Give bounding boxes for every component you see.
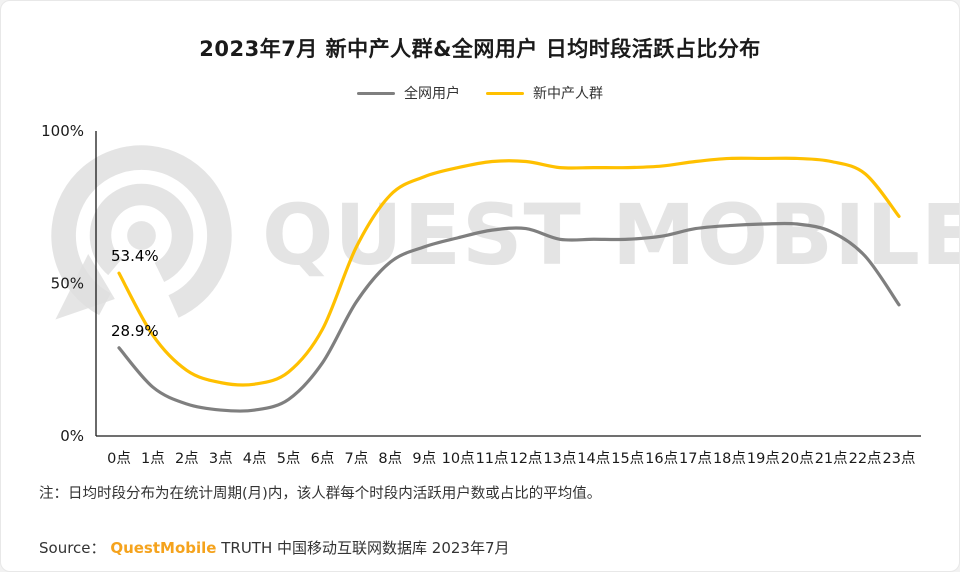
data-label: 53.4% bbox=[111, 247, 159, 265]
legend-label: 全网用户 bbox=[404, 86, 460, 102]
source-brand: QuestMobile bbox=[110, 539, 217, 557]
series-line-全网用户 bbox=[117, 221, 901, 413]
x-tick-label: 3点 bbox=[209, 450, 233, 467]
x-tick-label: 7点 bbox=[345, 450, 369, 467]
x-tick-label: 8点 bbox=[378, 450, 402, 467]
x-tick-label: 21点 bbox=[815, 450, 848, 467]
line-chart: 0% 50% 100% 0点 1点 2点 3点 4点 5点 6点 7点 8点 9点 10点 11点 12点 13… bbox=[41, 122, 921, 467]
legend-swatch-gray bbox=[357, 91, 395, 95]
x-tick-label: 0点 bbox=[107, 450, 131, 467]
x-tick-label: 13点 bbox=[543, 450, 576, 467]
source-line: Source： QuestMobile TRUTH 中国移动互联网数据库 202… bbox=[39, 537, 510, 558]
x-tick-label: 4点 bbox=[243, 450, 267, 467]
data-label: 28.9% bbox=[111, 322, 159, 340]
x-tick-label: 5点 bbox=[277, 450, 301, 467]
chart-title: 2023年7月 新中产人群&全网用户 日均时段活跃占比分布 bbox=[199, 37, 761, 61]
legend-swatch-yellow bbox=[486, 91, 524, 95]
x-tick-label: 23点 bbox=[883, 450, 916, 467]
x-tick-label: 22点 bbox=[849, 450, 882, 467]
y-tick-label: 0% bbox=[60, 427, 84, 445]
x-tick-label: 19点 bbox=[747, 450, 780, 467]
legend-item-new-middle-class: 新中产人群 bbox=[486, 83, 603, 103]
x-tick-label: 20点 bbox=[781, 450, 814, 467]
series-line-新中产人群 bbox=[117, 156, 901, 387]
chart-legend: 全网用户 新中产人群 bbox=[1, 83, 959, 103]
x-tick-label: 2点 bbox=[175, 450, 199, 467]
x-tick-label: 9点 bbox=[412, 450, 436, 467]
x-tick-label: 12点 bbox=[509, 450, 542, 467]
x-tick-label: 16点 bbox=[645, 450, 678, 467]
x-tick-label: 1点 bbox=[141, 450, 165, 467]
x-tick-label: 14点 bbox=[577, 450, 610, 467]
x-tick-label: 17点 bbox=[679, 450, 712, 467]
y-tick-label: 50% bbox=[51, 275, 84, 293]
legend-item-all-users: 全网用户 bbox=[357, 83, 460, 103]
footnote: 注：日均时段分布为在统计周期(月)内，该人群每个时段内活跃用户数或占比的平均值。 bbox=[39, 486, 602, 502]
legend-label: 新中产人群 bbox=[533, 86, 603, 102]
x-tick-label: 11点 bbox=[476, 450, 509, 467]
x-tick-label: 10点 bbox=[442, 450, 475, 467]
source-prefix: Source： bbox=[39, 539, 106, 557]
x-tick-label: 15点 bbox=[611, 450, 644, 467]
source-rest: TRUTH 中国移动互联网数据库 2023年7月 bbox=[221, 539, 510, 557]
x-tick-label: 18点 bbox=[713, 450, 746, 467]
x-tick-label: 6点 bbox=[311, 450, 335, 467]
y-tick-label: 100% bbox=[41, 122, 84, 140]
